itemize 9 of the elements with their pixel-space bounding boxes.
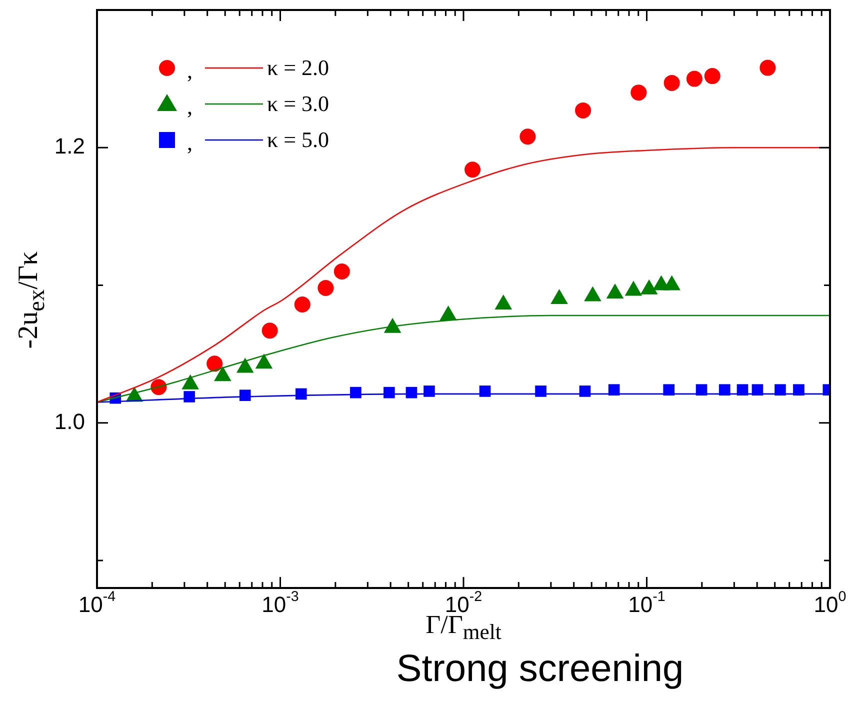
legend-label: κ = 5.0 bbox=[267, 126, 329, 152]
y-tick-label: 1.0 bbox=[54, 408, 86, 434]
text: Strong screening bbox=[395, 648, 685, 691]
legend-label: , bbox=[187, 58, 192, 83]
legend-label: , bbox=[187, 94, 192, 119]
legend-label: , bbox=[187, 130, 192, 155]
y-tick-label: 1.2 bbox=[54, 134, 86, 159]
legend-label: κ = 3.0 bbox=[267, 90, 329, 116]
legend-label: κ = 2.0 bbox=[267, 54, 329, 80]
